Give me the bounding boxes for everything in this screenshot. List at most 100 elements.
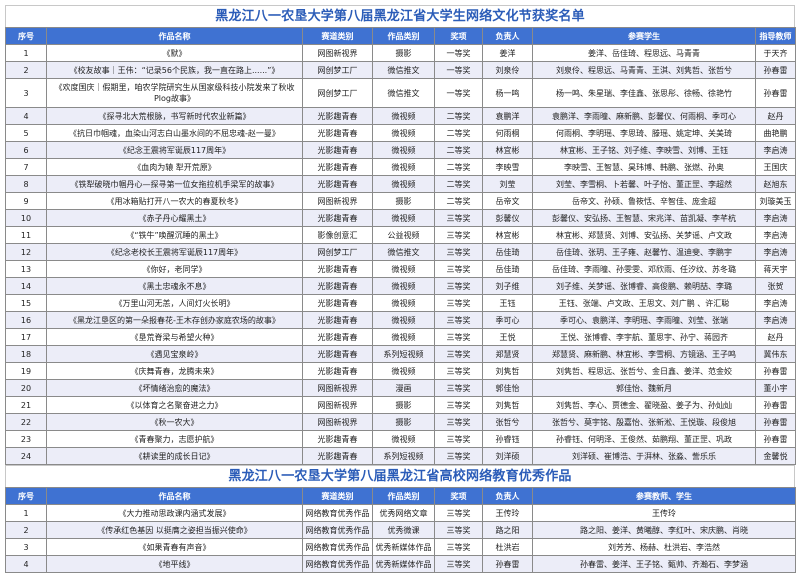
cell-award: 三等奖 xyxy=(434,538,483,556)
cell-participants: 路之阳、姜洋、黄曦醇、李红叶、宋庆鹏、肖晓 xyxy=(532,521,796,539)
cell-track: 网图新视界 xyxy=(302,44,373,62)
cell-track: 光影趣青春 xyxy=(302,328,373,346)
cell-advisor: 李启涛 xyxy=(755,311,796,329)
cell-work-name: 《传承红色基因 以挺膺之姿担当振兴使命》 xyxy=(46,521,303,539)
cell-award: 一等奖 xyxy=(434,61,483,79)
cell-seq: 1 xyxy=(5,44,47,62)
cell-track: 网图新视界 xyxy=(302,192,373,210)
cell-advisor: 王国庆 xyxy=(755,158,796,176)
cell-award: 三等奖 xyxy=(434,379,483,397)
cell-leader: 杨一鸣 xyxy=(482,78,533,108)
cell-track: 光影趣青春 xyxy=(302,158,373,176)
cell-students: 刘泉伶、程思远、马青青、王淇、刘隽哲、张哲兮 xyxy=(532,61,756,79)
cell-work-type: 微视频 xyxy=(372,158,435,176)
cell-students: 季可心、袁鹏洋、李明瑶、李雨曈、刘莹、张端 xyxy=(532,311,756,329)
cell-award: 三等奖 xyxy=(434,209,483,227)
cell-work-name: 《耕读里的成长日记》 xyxy=(46,447,303,465)
cell-work-name: 《秋一农大》 xyxy=(46,413,303,431)
cell-students: 袁鹏洋、李雨曈、麻新鹏、彭馨仪、何雨桐、季可心 xyxy=(532,107,756,125)
cell-leader: 袁鹏洋 xyxy=(482,107,533,125)
cell-award: 一等奖 xyxy=(434,78,483,108)
cell-work-type: 微视频 xyxy=(372,107,435,125)
cell-work-type: 摄影 xyxy=(372,413,435,431)
cell-track: 网创梦工厂 xyxy=(302,61,373,79)
header-students: 参赛学生 xyxy=(532,27,756,45)
cell-leader: 林宜彬 xyxy=(482,226,533,244)
cell-advisor: 刘璇美玉 xyxy=(755,192,796,210)
cell-advisor: 李启涛 xyxy=(755,141,796,159)
cell-advisor: 李启涛 xyxy=(755,243,796,261)
header-seq: 序号 xyxy=(5,487,47,505)
header-seq: 序号 xyxy=(5,27,47,45)
table-row: 13 《你好，老同学》 光影趣青春 微视频 三等奖 岳佳琦 岳佳琦、李雨曈、孙雯雯、邓欣雨、… xyxy=(5,260,796,278)
cell-work-name: 《以体育之名聚奋进之力》 xyxy=(46,396,303,414)
cell-leader: 彭馨仪 xyxy=(482,209,533,227)
header-leader: 负责人 xyxy=(482,27,533,45)
header-work-name: 作品名称 xyxy=(46,27,303,45)
cell-seq: 4 xyxy=(5,107,47,125)
cell-seq: 3 xyxy=(5,78,47,108)
cell-track: 光影趣青春 xyxy=(302,209,373,227)
cell-students: 刘隽哲、李心、贾德金、翟晓盈、姜子为、孙灿灿 xyxy=(532,396,756,414)
cell-leader: 李映雪 xyxy=(482,158,533,176)
cell-seq: 11 xyxy=(5,226,47,244)
cell-track: 网创梦工厂 xyxy=(302,243,373,261)
cell-work-name: 《纪念王震将军诞辰117周年》 xyxy=(46,141,303,159)
table-row: 23 《青春聚力，志愿护航》 光影趣青春 微视频 三等奖 孙睿钰 孙睿钰、何明泽、王俊然、茹… xyxy=(5,430,796,448)
cell-advisor: 孙春雷 xyxy=(755,413,796,431)
cell-advisor: 赵旭东 xyxy=(755,175,796,193)
cell-advisor: 赵丹 xyxy=(755,107,796,125)
cell-work-type: 微视频 xyxy=(372,294,435,312)
cell-advisor: 李启涛 xyxy=(755,226,796,244)
table-row: 15 《万里山河无恙，人间灯火长明》 光影趣青春 微视频 三等奖 王钰 王钰、张端、卢文政、… xyxy=(5,294,796,312)
cell-award: 二等奖 xyxy=(434,124,483,142)
cell-work-type: 优秀新媒体作品 xyxy=(372,538,435,556)
cell-track: 光影趣青春 xyxy=(302,277,373,295)
cell-award: 三等奖 xyxy=(434,555,483,573)
table-row: 3 《如果青春有声音》 网络教育优秀作品 优秀新媒体作品 三等奖 杜洪岩 刘芳芳、杨赫、杜洪… xyxy=(5,538,796,556)
cell-award: 三等奖 xyxy=(434,504,483,522)
cell-track: 网络教育优秀作品 xyxy=(302,521,373,539)
cell-work-name: 《庆舞青春，龙腾未来》 xyxy=(46,362,303,380)
cell-work-name: 《默》 xyxy=(46,44,303,62)
cell-students: 郑慧贤、麻新鹏、林宜彬、李雪桐、方镜涵、王子鸣 xyxy=(532,345,756,363)
cell-award: 二等奖 xyxy=(434,175,483,193)
cell-seq: 20 xyxy=(5,379,47,397)
cell-work-name: 《铁犁破晓巾帼丹心—探寻第一位女拖拉机手梁军的故事》 xyxy=(46,175,303,193)
cell-students: 刘隽哲、程思远、张哲兮、金日鑫、姜洋、范金姣 xyxy=(532,362,756,380)
cell-work-type: 微信推文 xyxy=(372,243,435,261)
table-row: 20 《坏情绪治愈的魔法》 网图新视界 漫画 三等奖 郭佳怡 郭佳怡、魏新月 董小宇 xyxy=(5,379,796,397)
cell-award: 三等奖 xyxy=(434,328,483,346)
cell-work-name: 《校友故事｜王伟：“记录56个民族，我一直在路上......”》 xyxy=(46,61,303,79)
table-row: 10 《赤子丹心耀黑土》 光影趣青春 微视频 三等奖 彭馨仪 彭馨仪、安弘扬、王智慧、宋兆洋… xyxy=(5,209,796,227)
cell-leader: 岳佳琦 xyxy=(482,260,533,278)
cell-seq: 1 xyxy=(5,504,47,522)
table-header-row: 序号 作品名称 赛道类别 作品类别 奖项 负责人 参赛教师、学生 xyxy=(5,487,796,505)
cell-seq: 18 xyxy=(5,345,47,363)
cell-work-name: 《遇见宝泉岭》 xyxy=(46,345,303,363)
cell-participants: 孙春雷、姜洋、王子铭、甄帅、齐瀚石、李梦涵 xyxy=(532,555,796,573)
cell-students: 刘洋硕、崔博浩、于湃林、张淼、訾乐乐 xyxy=(532,447,756,465)
cell-work-type: 微视频 xyxy=(372,430,435,448)
header-track: 赛道类别 xyxy=(302,487,373,505)
cell-award: 三等奖 xyxy=(434,521,483,539)
cell-award: 三等奖 xyxy=(434,294,483,312)
document: 黑龙江八一农垦大学第八届黑龙江省大学生网络文化节获奖名单 序号 作品名称 赛道类别作… xyxy=(5,5,796,573)
cell-work-type: 微视频 xyxy=(372,175,435,193)
cell-work-type: 微视频 xyxy=(372,260,435,278)
cell-track: 网图新视界 xyxy=(302,379,373,397)
table-row: 16 《黑龙江垦区的第一朵报春花-王木存创办家庭农场的故事》 光影趣青春 微视频 三等奖… xyxy=(5,311,796,329)
table-row: 4 《探寻北大荒根脉，书写新时代农业新篇》 光影趣青春 微视频 二等奖 袁鹏洋 袁鹏洋、李雨… xyxy=(5,107,796,125)
cell-seq: 2 xyxy=(5,61,47,79)
cell-students: 刘子维、关梦谣、张博睿、高俊鹏、赖明喆、李璐 xyxy=(532,277,756,295)
cell-track: 光影趣青春 xyxy=(302,345,373,363)
cell-seq: 17 xyxy=(5,328,47,346)
cell-track: 光影趣青春 xyxy=(302,311,373,329)
cell-seq: 24 xyxy=(5,447,47,465)
table-row: 2 《校友故事｜王伟：“记录56个民族，我一直在路上......”》 网创梦工厂 微信… xyxy=(5,61,796,79)
table2-title: 黑龙江八一农垦大学第八届黑龙江省高校网络教育优秀作品 xyxy=(5,465,795,487)
cell-students: 李映雪、王智慧、昊玮博、韩鹏、张燃、孙奥 xyxy=(532,158,756,176)
cell-award: 二等奖 xyxy=(434,141,483,159)
cell-participants: 刘芳芳、杨赫、杜洪岩、李浩然 xyxy=(532,538,796,556)
header-advisor: 指导教师 xyxy=(755,27,796,45)
